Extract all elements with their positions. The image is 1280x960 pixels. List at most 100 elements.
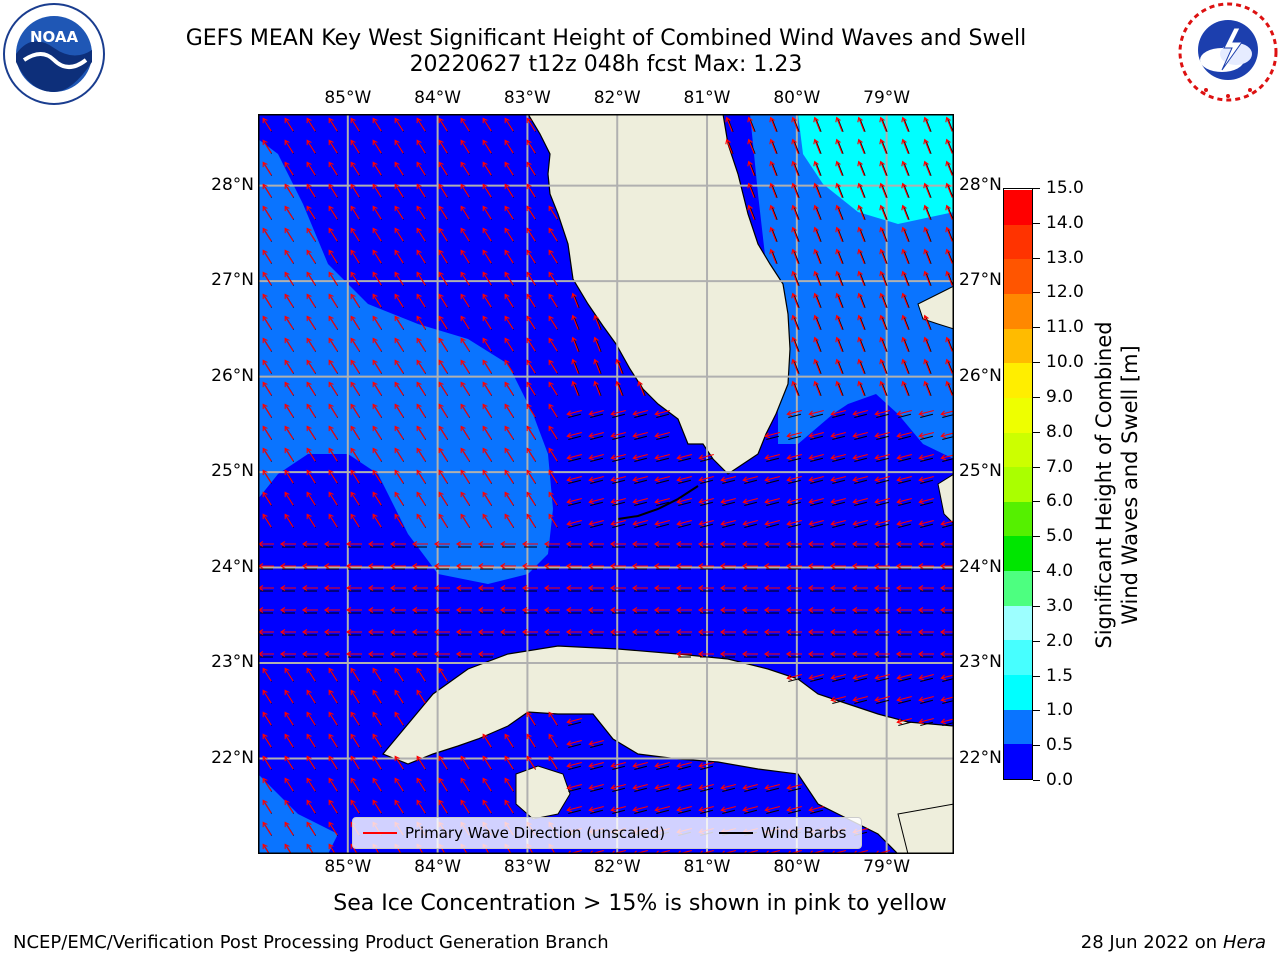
wave-direction-arrow bbox=[372, 733, 382, 748]
wave-direction-arrow bbox=[852, 475, 868, 483]
wave-direction-arrow bbox=[416, 117, 426, 132]
wave-direction-arrow bbox=[654, 761, 670, 769]
colorbar-tick-label: 2.0 bbox=[1046, 630, 1074, 651]
wave-direction-arrow bbox=[835, 292, 843, 308]
wind-barb bbox=[876, 699, 890, 704]
wave-direction-arrow bbox=[741, 607, 758, 613]
wave-direction-arrow bbox=[262, 777, 272, 792]
wind-barb bbox=[815, 361, 822, 374]
wave-direction-arrow bbox=[350, 249, 360, 264]
wave-direction-arrow bbox=[917, 651, 934, 657]
wave-direction-arrow bbox=[477, 629, 494, 635]
wave-direction-arrow bbox=[588, 519, 604, 527]
wave-direction-arrow bbox=[394, 161, 404, 176]
wind-barb bbox=[656, 787, 670, 792]
wind-barb bbox=[634, 765, 648, 770]
wave-direction-arrow bbox=[747, 182, 755, 198]
lon-label-top: 82°W bbox=[593, 88, 641, 108]
wave-direction-arrow bbox=[857, 380, 865, 396]
wave-direction-arrow bbox=[526, 183, 536, 198]
wave-direction-arrow bbox=[301, 607, 318, 613]
wave-direction-arrow bbox=[857, 292, 865, 308]
wave-direction-arrow bbox=[438, 491, 448, 506]
wind-barb bbox=[595, 361, 602, 374]
wind-barb bbox=[700, 501, 714, 506]
wind-barb bbox=[837, 383, 844, 396]
wave-direction-arrow bbox=[857, 160, 865, 176]
wave-direction-arrow bbox=[262, 689, 272, 704]
wave-direction-arrow bbox=[835, 358, 843, 374]
wind-barb bbox=[854, 501, 868, 506]
wave-direction-arrow bbox=[526, 755, 536, 770]
wave-direction-arrow bbox=[482, 161, 492, 176]
wave-direction-arrow bbox=[769, 226, 777, 242]
lon-label-bottom: 85°W bbox=[324, 857, 372, 877]
wave-direction-arrow bbox=[306, 293, 316, 308]
wave-direction-arrow bbox=[460, 777, 470, 792]
wave-direction-arrow bbox=[372, 271, 382, 286]
wave-direction-arrow bbox=[279, 651, 296, 657]
wind-barb bbox=[837, 317, 844, 330]
wave-direction-arrow bbox=[416, 359, 426, 374]
wave-direction-arrow bbox=[895, 585, 912, 591]
wave-direction-arrow bbox=[923, 204, 931, 220]
wave-direction-arrow bbox=[917, 563, 934, 569]
wave-direction-arrow bbox=[477, 651, 494, 657]
lat-label-left: 23°N bbox=[211, 652, 254, 673]
wind-barb bbox=[766, 809, 780, 814]
wave-direction-arrow bbox=[697, 651, 714, 657]
wave-direction-arrow bbox=[543, 563, 560, 569]
wind-barb bbox=[793, 383, 800, 396]
wave-direction-arrow bbox=[482, 491, 492, 506]
wave-direction-arrow bbox=[609, 563, 626, 569]
lat-label-right: 24°N bbox=[959, 556, 1002, 577]
wave-direction-arrow bbox=[918, 475, 934, 483]
wind-barb bbox=[612, 809, 626, 814]
wave-direction-arrow bbox=[477, 585, 494, 591]
wave-direction-arrow bbox=[945, 270, 953, 286]
wave-direction-arrow bbox=[808, 805, 824, 813]
wave-direction-arrow bbox=[676, 805, 692, 813]
wave-direction-arrow bbox=[945, 182, 953, 198]
wave-direction-arrow bbox=[482, 359, 492, 374]
wind-barb bbox=[656, 479, 670, 484]
wave-direction-arrow bbox=[411, 607, 428, 613]
wave-direction-arrow bbox=[923, 336, 931, 352]
wave-direction-arrow bbox=[830, 673, 846, 681]
wave-direction-arrow bbox=[786, 475, 802, 483]
wave-direction-arrow bbox=[482, 249, 492, 264]
wave-direction-arrow bbox=[438, 667, 448, 682]
wave-direction-arrow bbox=[389, 585, 406, 591]
wave-direction-arrow bbox=[262, 733, 272, 748]
wave-direction-arrow bbox=[262, 711, 272, 726]
wind-barb bbox=[810, 501, 824, 506]
wave-direction-arrow bbox=[262, 447, 272, 462]
wave-direction-arrow bbox=[763, 541, 780, 547]
wave-direction-arrow bbox=[262, 227, 272, 242]
wave-direction-arrow bbox=[548, 491, 558, 506]
wind-barb bbox=[815, 229, 822, 242]
wind-barb bbox=[854, 457, 868, 462]
wave-direction-arrow bbox=[284, 381, 294, 396]
wave-direction-arrow bbox=[262, 359, 272, 374]
wave-direction-arrow bbox=[895, 607, 912, 613]
wind-barb bbox=[771, 251, 778, 264]
colorbar-tick-label: 14.0 bbox=[1046, 212, 1084, 233]
wind-barb bbox=[634, 787, 648, 792]
wind-barb bbox=[568, 413, 582, 418]
wave-direction-arrow bbox=[587, 585, 604, 591]
wind-barb bbox=[727, 141, 734, 154]
wave-direction-arrow bbox=[504, 205, 514, 220]
wave-direction-arrow bbox=[901, 336, 909, 352]
wave-direction-arrow bbox=[923, 358, 931, 374]
wave-direction-arrow bbox=[482, 139, 492, 154]
wave-direction-arrow bbox=[588, 761, 604, 769]
wind-barb bbox=[925, 207, 932, 220]
wave-direction-arrow bbox=[477, 563, 494, 569]
colorbar-segment bbox=[1004, 258, 1032, 294]
wave-direction-arrow bbox=[438, 139, 448, 154]
wave-direction-arrow bbox=[548, 403, 558, 418]
wind-barb bbox=[903, 317, 910, 330]
colorbar-tick bbox=[1033, 745, 1040, 747]
wind-barb bbox=[815, 295, 822, 308]
